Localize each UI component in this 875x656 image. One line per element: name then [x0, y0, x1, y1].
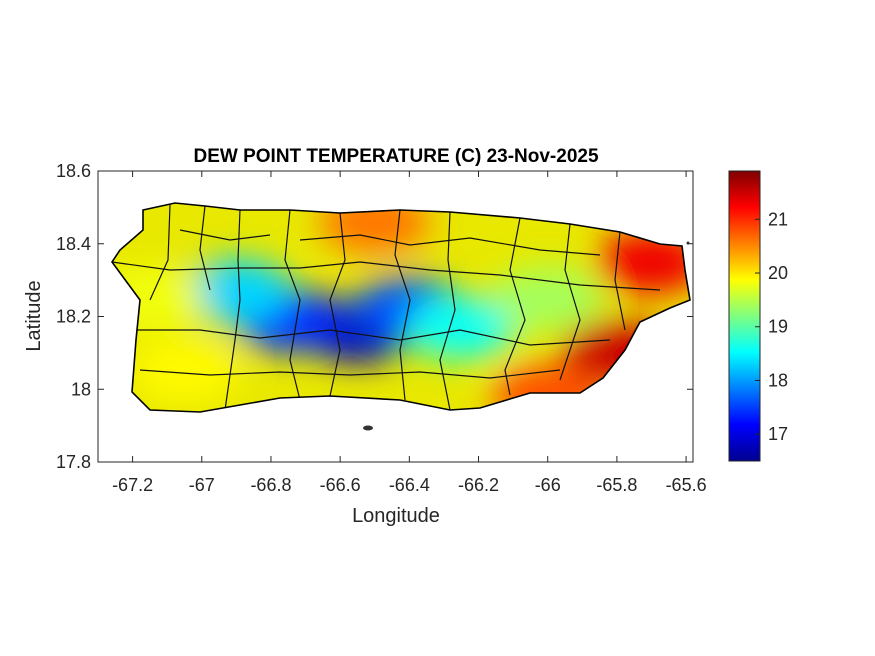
y-tick-label: 18.4: [56, 234, 91, 254]
chart-title: DEW POINT TEMPERATURE (C) 23-Nov-2025: [193, 146, 598, 167]
field-blobs: [112, 203, 690, 412]
y-tick-label: 18.2: [56, 307, 91, 327]
municipality-boundaries: [112, 204, 661, 411]
caja-de-muertos-island: [363, 425, 373, 431]
x-axis-ticks: -67.2 -67 -66.8 -66.6 -66.4 -66.2 -66 -65.8 -65.…: [112, 171, 707, 495]
x-tick-label: -66.8: [250, 475, 291, 495]
colorbar-tick-label: 20: [768, 263, 788, 283]
x-tick-label: -65.6: [666, 475, 707, 495]
x-tick-label: -67: [189, 475, 215, 495]
x-tick-label: -66: [535, 475, 561, 495]
x-axis-label: Longitude: [352, 505, 440, 527]
dew-point-field: [112, 203, 690, 412]
colorbar-ticks: 17 18 19 20 21: [755, 209, 788, 444]
x-tick-label: -67.2: [112, 475, 153, 495]
x-tick-label: -65.8: [596, 475, 637, 495]
field-point-4: [406, 295, 517, 360]
y-axis-ticks: 17.8 18 18.2 18.4 18.6: [56, 161, 693, 472]
y-tick-label: 17.8: [56, 452, 91, 472]
colorbar-tick-label: 19: [768, 317, 788, 337]
x-tick-label: -66.4: [389, 475, 430, 495]
field-point-7: [129, 339, 240, 404]
x-tick-label: -66.2: [458, 475, 499, 495]
y-tick-label: 18: [71, 379, 91, 399]
field-point-3: [181, 259, 292, 324]
y-axis-label: Latitude: [23, 280, 45, 351]
field-point-5: [492, 266, 603, 331]
colorbar-tick-label: 17: [768, 424, 788, 444]
y-tick-label: 18.6: [56, 161, 91, 181]
colorbar: [728, 170, 761, 462]
colorbar-tick-label: 21: [768, 209, 788, 229]
colorbar-tick-label: 18: [768, 370, 788, 390]
x-tick-label: -66.6: [320, 475, 361, 495]
